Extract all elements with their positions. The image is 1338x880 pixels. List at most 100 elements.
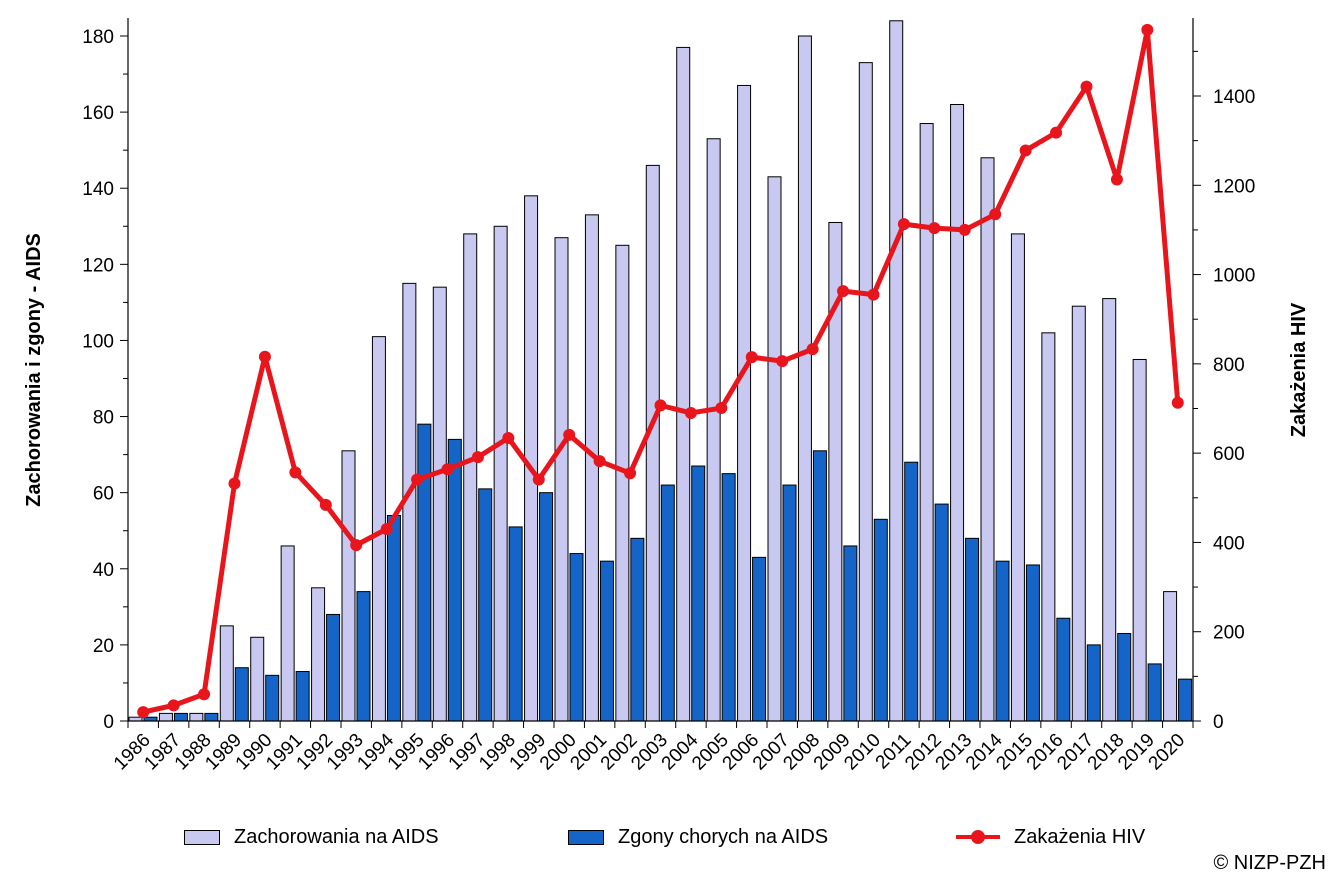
y-left-tick-label: 40 [93,560,114,581]
y-left-tick-label: 20 [93,636,114,657]
hiv-point-2014 [989,208,1002,221]
legend-label-cases: Zachorowania na AIDS [234,825,439,848]
bar-deaths-1994 [386,515,401,722]
bar-cases-2017 [1071,305,1086,722]
hiv-point-1989 [228,477,241,490]
legend-label-hiv: Zakażenia HIV [1014,825,1146,848]
y-axis-title-left: Zachorowania i zgony - AIDS [23,233,45,507]
bar-deaths-2010 [873,518,888,722]
bar-deaths-1991 [295,671,310,722]
bar-deaths-2011 [904,461,919,722]
hiv-point-2002 [624,467,637,480]
bar-deaths-2012 [934,503,949,722]
bar-cases-1996 [432,286,447,722]
bar-cases-2019 [1132,358,1147,722]
bar-deaths-1987 [173,712,188,722]
legend-item-cases: Zachorowania na AIDS [184,822,439,852]
hiv-point-2001 [593,455,606,468]
y-left-tick-label: 0 [103,712,114,733]
bar-deaths-2013 [965,537,980,722]
bar-cases-2014 [980,157,995,722]
legend-label-deaths: Zgony chorych na AIDS [618,825,829,848]
hiv-point-1992 [319,498,332,511]
bar-deaths-1995 [417,423,432,722]
bar-deaths-1989 [234,667,249,722]
bar-cases-2007 [767,176,782,722]
bar-deaths-1997 [478,488,493,722]
bar-deaths-1993 [356,591,371,722]
bar-deaths-2000 [569,553,584,722]
bar-deaths-2015 [1025,564,1040,722]
bar-deaths-1998 [508,526,523,722]
bar-deaths-2018 [1117,632,1132,722]
bar-deaths-2014 [995,560,1010,722]
y-right-tick-label: 400 [1213,533,1245,554]
bar-layer [128,20,1193,722]
bar-deaths-2001 [599,560,614,722]
bar-cases-1993 [341,450,356,722]
hiv-point-2000 [563,428,576,441]
y-left-tick-label: 180 [82,27,114,48]
bar-cases-2012 [919,123,934,722]
bar-cases-2003 [645,164,660,722]
bar-deaths-2008 [812,450,827,722]
bar-cases-1987 [158,712,173,722]
hiv-point-1986 [137,706,150,719]
bar-deaths-1988 [204,712,219,722]
hiv-point-1996 [441,463,454,476]
hiv-point-1997 [471,451,484,464]
y-right-tick-label: 1200 [1213,176,1255,197]
bar-deaths-2003 [660,484,675,722]
bar-cases-2020 [1163,591,1178,722]
hiv-point-1988 [198,688,211,701]
bar-cases-2002 [615,244,630,722]
hiv-point-2005 [715,402,728,415]
hiv-line-layer [137,23,1184,719]
legend-swatch-deaths [568,829,604,845]
copyright: © NIZP-PZH [1213,852,1326,874]
hiv-point-1998 [502,431,515,444]
bar-deaths-2002 [630,537,645,722]
hiv-point-2012 [928,222,941,235]
hiv-point-2007 [776,355,789,368]
bar-cases-1988 [189,712,204,722]
bar-cases-2015 [1010,233,1025,722]
hiv-point-2020 [1171,396,1184,409]
chart: 0 20 40 60 80 100 120 140 160 180 0 200 400 600 800 100… [23,18,1310,775]
y-left-tick-label: 100 [82,331,114,352]
y-left-tick-label: 120 [82,255,114,276]
y-left-tick-label: 80 [93,408,114,429]
y-left-tick-label: 140 [82,179,114,200]
y-left-tick-label: 160 [82,103,114,124]
y-right-tick-label: 1000 [1213,266,1255,287]
legend-swatch-hiv [956,830,1000,844]
hiv-point-2004 [684,406,697,419]
hiv-point-1990 [258,350,271,363]
bar-cases-2013 [950,104,965,722]
bar-deaths-1992 [326,613,341,722]
legend-swatch-cases [184,829,220,845]
bar-deaths-1999 [539,492,554,722]
hiv-point-2010 [867,288,880,301]
y-right-tick-label: 600 [1213,444,1245,465]
bar-deaths-2005 [721,473,736,722]
hiv-point-1999 [532,473,545,486]
hiv-point-2018 [1110,173,1123,186]
y-axis-title-right: Zakażenia HIV [1288,302,1310,437]
hiv-point-2006 [745,351,758,364]
hiv-point-2017 [1080,80,1093,93]
hiv-point-1994 [380,523,393,536]
bar-cases-2006 [737,84,752,722]
bar-deaths-2016 [1056,617,1071,722]
bar-cases-1991 [280,545,295,722]
bar-deaths-2007 [782,484,797,722]
hiv-point-2003 [654,399,667,412]
bar-deaths-1996 [447,438,462,722]
bar-cases-2010 [858,62,873,722]
x-tick-label-2020: 2020 [1145,730,1190,775]
bar-cases-1992 [311,587,326,722]
bar-deaths-2020 [1178,678,1193,722]
hiv-point-1987 [167,699,180,712]
bar-cases-2001 [584,214,599,722]
bar-cases-1997 [463,233,478,722]
